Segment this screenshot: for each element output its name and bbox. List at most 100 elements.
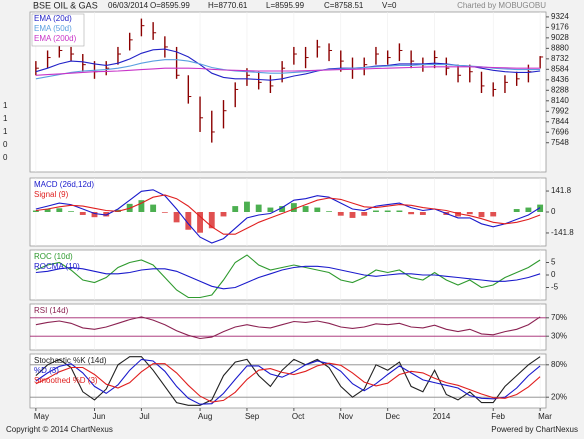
legend-entry: Smoothed %D (3) — [34, 376, 98, 385]
y-tick-label: 5 — [551, 258, 556, 267]
legend-entry: EMA (20d) — [34, 14, 72, 23]
legend-entry: EMA (50d) — [34, 24, 72, 33]
histogram-bar — [79, 212, 86, 215]
histogram-bar — [373, 210, 379, 212]
panel — [29, 303, 547, 351]
histogram-bar — [455, 212, 461, 217]
x-tick-label: Jul — [139, 412, 149, 421]
y-tick-label: 30% — [551, 331, 567, 340]
y-tick-label: 0 — [551, 270, 556, 279]
series-line — [35, 194, 541, 235]
histogram-bar — [68, 211, 74, 212]
series-line — [35, 316, 541, 340]
y-tick-label: 8436 — [551, 75, 569, 84]
y-tick-label: -141.8 — [551, 228, 574, 237]
left-label: 0 — [3, 153, 8, 162]
y-tick-label: 9176 — [551, 22, 569, 31]
stat: V=0 — [382, 1, 397, 10]
x-tick-label: May — [34, 412, 49, 421]
y-tick-label: 70% — [551, 313, 567, 322]
histogram-bar — [490, 212, 497, 217]
histogram-bar — [396, 210, 403, 212]
legend-entry: ROCMA (10) — [34, 262, 80, 271]
histogram-bar — [232, 206, 239, 212]
histogram-bar — [537, 204, 544, 212]
histogram-bar — [244, 201, 250, 212]
series-line — [35, 265, 541, 290]
y-tick-label: 7992 — [551, 106, 569, 115]
histogram-bar — [279, 206, 286, 212]
credit: Charted by MOBUGOBU — [457, 1, 546, 10]
legend-entry: ROC (10d) — [34, 252, 73, 261]
stat: L=8595.99 — [266, 1, 305, 10]
x-tick-label: Jun — [93, 412, 106, 421]
y-tick-label: 7548 — [551, 138, 569, 147]
panel — [29, 353, 547, 409]
left-label: 1 — [3, 127, 8, 136]
legend-entry: RSI (14d) — [34, 306, 69, 315]
y-tick-label: -5 — [551, 283, 559, 292]
stat: H=8770.61 — [208, 1, 248, 10]
legend-entry: Stochastic %K (14d) — [34, 356, 107, 365]
left-label: 1 — [3, 114, 8, 123]
histogram-bar — [384, 210, 391, 212]
histogram-bar — [302, 206, 309, 212]
y-tick-label: 20% — [551, 392, 567, 401]
x-tick-label: Mar — [538, 412, 552, 421]
y-tick-label: 8732 — [551, 54, 569, 63]
histogram-bar — [478, 212, 485, 218]
histogram-bar — [185, 212, 192, 230]
x-tick-label: Dec — [386, 412, 400, 421]
y-tick-label: 7844 — [551, 117, 569, 126]
y-tick-label: 141.8 — [551, 186, 572, 195]
legend-entry: %D (3) — [34, 366, 59, 375]
series-line — [35, 358, 541, 405]
histogram-bar — [255, 204, 262, 212]
series-line — [35, 254, 541, 299]
histogram-bar — [513, 209, 520, 212]
histogram-bar — [267, 207, 274, 212]
y-tick-label: 8140 — [551, 96, 569, 105]
histogram-bar — [197, 212, 203, 233]
series-line — [35, 362, 541, 403]
histogram-bar — [466, 212, 473, 215]
histogram-bar — [220, 212, 227, 217]
histogram-bar — [150, 204, 157, 212]
histogram-bar — [91, 212, 98, 218]
y-tick-label: 8584 — [551, 64, 569, 73]
x-tick-label: Aug — [198, 412, 212, 421]
x-tick-label: Nov — [339, 412, 353, 421]
histogram-bar — [337, 212, 344, 216]
histogram-bar — [138, 200, 145, 212]
footer-right: Powered by ChartNexus — [491, 425, 578, 434]
y-tick-label: 8880 — [551, 43, 569, 52]
panel — [29, 249, 547, 301]
left-label: 1 — [3, 101, 8, 110]
x-tick-label: Oct — [292, 412, 305, 421]
stat: C=8758.51 — [324, 1, 364, 10]
series-line — [35, 189, 541, 244]
y-tick-label: 9324 — [551, 12, 569, 21]
histogram-bar — [290, 203, 297, 212]
histogram-bar — [161, 212, 168, 213]
histogram-bar — [326, 211, 332, 212]
histogram-bar — [208, 212, 215, 229]
y-tick-label: 80% — [551, 360, 567, 369]
left-label: 0 — [3, 140, 8, 149]
y-tick-label: 0 — [551, 207, 556, 216]
histogram-bar — [44, 209, 51, 212]
legend-box — [31, 13, 85, 47]
histogram-bar — [361, 212, 368, 216]
legend-entry: Signal (9) — [34, 190, 69, 199]
histogram-bar — [56, 208, 63, 212]
series-line — [35, 356, 541, 406]
x-tick-label: Feb — [491, 412, 505, 421]
legend-entry: MACD (26d,12d) — [34, 180, 94, 189]
stat: O=8595.99 — [150, 1, 190, 10]
footer-left: Copyright © 2014 ChartNexus — [6, 425, 113, 434]
chart-title: BSE OIL & GAS — [33, 0, 98, 10]
histogram-bar — [32, 210, 39, 212]
y-tick-label: 8288 — [551, 85, 569, 94]
x-tick-label: Sep — [245, 412, 260, 421]
